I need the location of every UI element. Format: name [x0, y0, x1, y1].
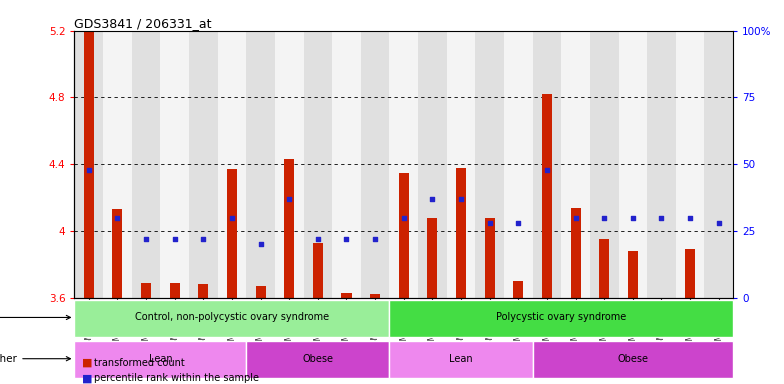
Bar [514, 281, 523, 298]
Point [455, 196, 467, 202]
Point [684, 215, 696, 221]
Point [541, 166, 554, 172]
Text: other: other [0, 354, 71, 364]
Bar [427, 218, 437, 298]
Bar [532, 31, 561, 298]
Text: Lean: Lean [148, 354, 172, 364]
Bar [704, 31, 733, 298]
Text: percentile rank within the sample: percentile rank within the sample [94, 373, 259, 383]
Point [197, 236, 209, 242]
Bar [84, 32, 94, 298]
Bar [370, 294, 380, 298]
Point [340, 236, 353, 242]
Point [283, 196, 296, 202]
FancyBboxPatch shape [74, 300, 390, 337]
Bar [132, 31, 161, 298]
Bar [656, 298, 666, 305]
Text: transformed count: transformed count [94, 358, 185, 368]
Point [626, 215, 639, 221]
Bar [246, 31, 275, 298]
Bar [227, 169, 237, 298]
FancyBboxPatch shape [390, 300, 733, 337]
Point [426, 196, 439, 202]
Text: GDS3841 / 206331_at: GDS3841 / 206331_at [74, 17, 212, 30]
Bar [303, 31, 332, 298]
Bar [647, 31, 676, 298]
Bar [361, 31, 390, 298]
Bar [685, 249, 695, 298]
FancyBboxPatch shape [532, 341, 733, 378]
Bar [619, 31, 647, 298]
Bar [112, 209, 122, 298]
Bar [475, 31, 504, 298]
Text: Obese: Obese [617, 354, 648, 364]
Point [484, 220, 496, 226]
Text: Control, non-polycystic ovary syndrome: Control, non-polycystic ovary syndrome [135, 313, 329, 323]
Bar [571, 208, 581, 298]
Bar [676, 31, 704, 298]
Text: ■: ■ [82, 358, 93, 368]
Point [82, 166, 95, 172]
FancyBboxPatch shape [246, 341, 390, 378]
Bar [218, 31, 246, 298]
Bar [342, 293, 351, 298]
Bar [189, 31, 218, 298]
Bar [418, 31, 447, 298]
Bar [504, 31, 532, 298]
Bar [390, 31, 418, 298]
Bar [313, 243, 323, 298]
Bar [256, 286, 266, 298]
Point [368, 236, 381, 242]
Bar [485, 218, 495, 298]
Bar [161, 31, 189, 298]
Bar [198, 284, 209, 298]
Point [311, 236, 324, 242]
Bar [332, 31, 361, 298]
Point [655, 215, 668, 221]
Bar [447, 31, 475, 298]
Bar [275, 31, 303, 298]
Bar [456, 167, 466, 298]
FancyBboxPatch shape [74, 341, 246, 378]
Bar [399, 172, 408, 298]
Point [598, 215, 611, 221]
Bar [590, 31, 619, 298]
Text: Polycystic ovary syndrome: Polycystic ovary syndrome [496, 313, 626, 323]
Point [254, 241, 267, 247]
Bar [542, 94, 552, 298]
Bar [628, 251, 638, 298]
Bar [713, 298, 724, 344]
Point [140, 236, 152, 242]
Text: Obese: Obese [303, 354, 333, 364]
Bar [599, 239, 609, 298]
Point [397, 215, 410, 221]
Point [111, 215, 124, 221]
Bar [74, 31, 103, 298]
FancyBboxPatch shape [390, 341, 532, 378]
Point [512, 220, 524, 226]
Point [713, 220, 725, 226]
Bar [103, 31, 132, 298]
Bar [169, 283, 180, 298]
Point [569, 215, 582, 221]
Text: ■: ■ [82, 373, 93, 383]
Text: disease state: disease state [0, 313, 71, 323]
Text: Lean: Lean [449, 354, 473, 364]
Bar [285, 159, 294, 298]
Point [226, 215, 238, 221]
Bar [141, 283, 151, 298]
Bar [561, 31, 590, 298]
Point [169, 236, 181, 242]
